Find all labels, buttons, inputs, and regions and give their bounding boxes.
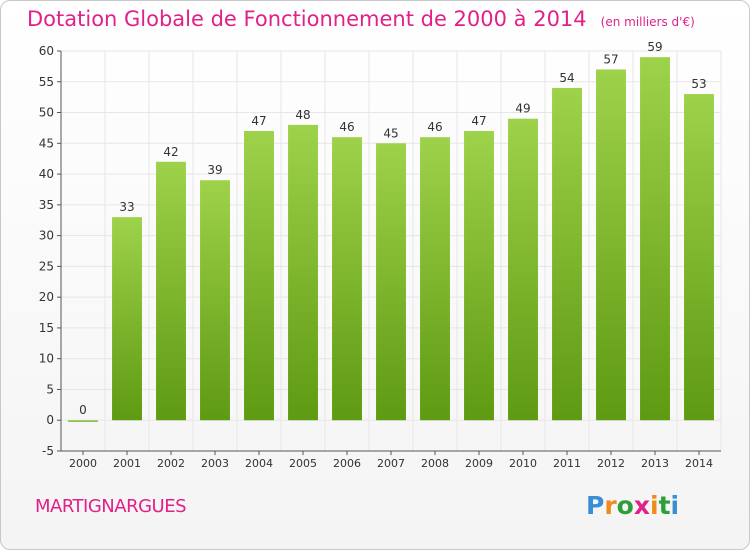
- value-label-2001: 33: [119, 200, 134, 214]
- chart-subtitle: (en milliers d'€): [600, 15, 695, 29]
- y-tick-label: 0: [46, 413, 54, 427]
- logo-letter: i: [650, 491, 659, 520]
- x-tick-label-2012: 2012: [597, 457, 625, 470]
- bar-2014: [684, 94, 714, 421]
- x-tick-label-2006: 2006: [333, 457, 361, 470]
- logo-letter: t: [658, 491, 671, 520]
- value-label-2007: 45: [383, 126, 398, 140]
- value-label-2008: 46: [427, 120, 442, 134]
- y-tick-label: 20: [39, 290, 54, 304]
- x-tick-label-2014: 2014: [685, 457, 713, 470]
- x-tick-label-2000: 2000: [69, 457, 97, 470]
- y-tick-label: 55: [39, 75, 54, 89]
- bar-2008: [420, 137, 450, 421]
- y-tick-label: 10: [39, 352, 54, 366]
- value-label-2009: 47: [471, 114, 486, 128]
- bar-2000: [68, 420, 98, 422]
- chart-title: Dotation Globale de Fonctionnement de 20…: [27, 7, 587, 31]
- y-tick-label: 40: [39, 167, 54, 181]
- bar-2003: [200, 180, 230, 421]
- value-label-2005: 48: [295, 108, 310, 122]
- x-tick-label-2008: 2008: [421, 457, 449, 470]
- x-tick-label-2001: 2001: [113, 457, 141, 470]
- bar-2011: [552, 87, 582, 421]
- bar-2005: [288, 124, 318, 421]
- title-row: Dotation Globale de Fonctionnement de 20…: [27, 7, 695, 31]
- value-label-2012: 57: [603, 52, 618, 66]
- y-tick-label: 15: [39, 321, 54, 335]
- bar-2012: [596, 69, 626, 421]
- value-label-2011: 54: [559, 71, 574, 85]
- logo-letter: x: [633, 491, 650, 520]
- bar-2009: [464, 131, 494, 421]
- logo-letter: o: [616, 491, 634, 520]
- y-tick-label: 25: [39, 259, 54, 273]
- x-tick-label-2011: 2011: [553, 457, 581, 470]
- value-label-2002: 42: [163, 145, 178, 159]
- y-tick-label: 60: [39, 44, 54, 58]
- logo-letter: r: [604, 491, 617, 520]
- x-tick-label-2007: 2007: [377, 457, 405, 470]
- value-label-2014: 53: [691, 77, 706, 91]
- x-tick-label-2004: 2004: [245, 457, 273, 470]
- bar-2001: [112, 217, 142, 421]
- bar-2002: [156, 161, 186, 421]
- value-label-2013: 59: [647, 40, 662, 54]
- y-tick-label: 45: [39, 136, 54, 150]
- y-tick-label: 5: [46, 382, 54, 396]
- x-tick-label-2013: 2013: [641, 457, 669, 470]
- bar-2007: [376, 143, 406, 421]
- logo-letter: P: [586, 491, 605, 520]
- bar-2010: [508, 118, 538, 421]
- y-tick-label: 30: [39, 229, 54, 243]
- y-tick-label: 50: [39, 106, 54, 120]
- bar-2004: [244, 131, 274, 421]
- logo-letter: i: [670, 491, 680, 520]
- y-tick-label: 35: [39, 198, 54, 212]
- value-label-2003: 39: [207, 163, 222, 177]
- commune-name: MARTIGNARGUES: [35, 496, 187, 517]
- value-label-2010: 49: [515, 102, 530, 116]
- x-tick-label-2010: 2010: [509, 457, 537, 470]
- x-tick-label-2005: 2005: [289, 457, 317, 470]
- y-tick-label: -5: [42, 444, 54, 458]
- bar-2013: [640, 57, 670, 421]
- value-label-2004: 47: [251, 114, 266, 128]
- bar-2006: [332, 137, 362, 421]
- x-tick-label-2009: 2009: [465, 457, 493, 470]
- value-label-2000: 0: [79, 403, 87, 417]
- x-tick-label-2003: 2003: [201, 457, 229, 470]
- proxiti-logo: Proxiti: [586, 491, 679, 520]
- x-tick-label-2002: 2002: [157, 457, 185, 470]
- value-label-2006: 46: [339, 120, 354, 134]
